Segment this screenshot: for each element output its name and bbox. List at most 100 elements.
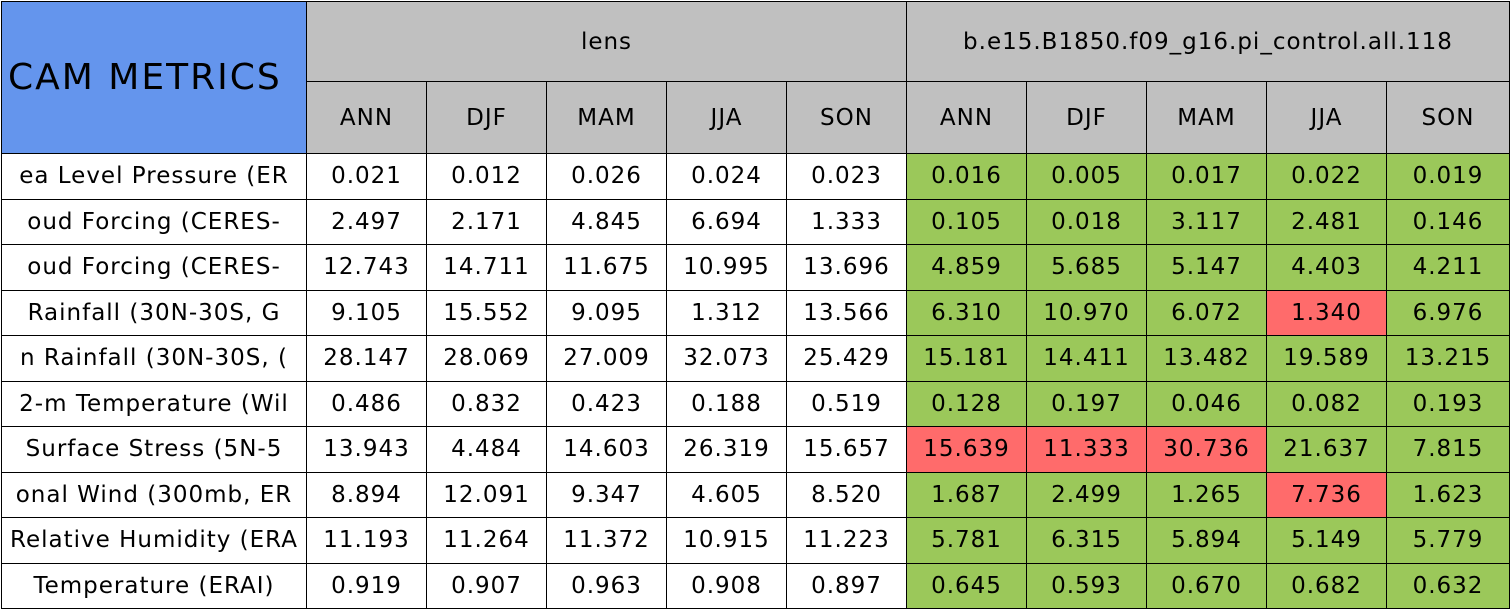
control-value: 30.736	[1146, 426, 1267, 473]
lens-value: 0.919	[306, 562, 427, 609]
control-value: 5.149	[1266, 517, 1387, 564]
lens-value: 26.319	[666, 426, 787, 473]
control-value: 7.815	[1386, 426, 1510, 473]
lens-value: 8.520	[786, 471, 907, 518]
lens-value: 0.832	[426, 380, 547, 427]
lens-value: 11.264	[426, 517, 547, 564]
control-value: 0.017	[1146, 153, 1267, 200]
control-value: 19.589	[1266, 335, 1387, 382]
lens-value: 28.069	[426, 335, 547, 382]
control-value: 6.976	[1386, 289, 1510, 336]
control-value: 7.736	[1266, 471, 1387, 518]
control-value: 1.265	[1146, 471, 1267, 518]
control-value: 11.333	[1026, 426, 1147, 473]
metric-label: oud Forcing (CERES-	[1, 198, 307, 245]
season-header: ANN	[306, 81, 427, 154]
lens-value: 0.021	[306, 153, 427, 200]
lens-value: 27.009	[546, 335, 667, 382]
metric-label: Rainfall (30N-30S, G	[1, 289, 307, 336]
control-value: 0.632	[1386, 562, 1510, 609]
lens-value: 14.603	[546, 426, 667, 473]
lens-value: 13.566	[786, 289, 907, 336]
metric-label: onal Wind (300mb, ER	[1, 471, 307, 518]
lens-value: 0.486	[306, 380, 427, 427]
control-value: 5.685	[1026, 244, 1147, 291]
table-row: Temperature (ERAI) 0.919 0.907 0.963 0.908 0.…	[1, 562, 1510, 609]
control-value: 15.181	[906, 335, 1027, 382]
lens-value: 13.943	[306, 426, 427, 473]
group-header: b.e15.B1850.f09_g16.pi_control.all.118	[906, 1, 1510, 82]
control-value: 0.005	[1026, 153, 1147, 200]
control-value: 13.215	[1386, 335, 1510, 382]
metric-label: oud Forcing (CERES-	[1, 244, 307, 291]
lens-value: 15.657	[786, 426, 907, 473]
table-row: oud Forcing (CERES- 2.497 2.171 4.845 6.694 1…	[1, 198, 1510, 245]
table-row: Rainfall (30N-30S, G 9.105 15.552 9.095 1.31…	[1, 289, 1510, 336]
lens-value: 10.915	[666, 517, 787, 564]
metric-label: Relative Humidity (ERA	[1, 517, 307, 564]
control-value: 0.193	[1386, 380, 1510, 427]
lens-value: 2.171	[426, 198, 547, 245]
season-header: SON	[786, 81, 907, 154]
lens-value: 9.095	[546, 289, 667, 336]
control-value: 2.499	[1026, 471, 1147, 518]
table-row: ANN DJF MAM JJA SON ANN DJF MAM JJA SON	[2, 81, 1510, 154]
control-value: 0.146	[1386, 198, 1510, 245]
lens-value: 0.963	[546, 562, 667, 609]
lens-value: 4.484	[426, 426, 547, 473]
season-header: JJA	[666, 81, 787, 154]
control-value: 0.082	[1266, 380, 1387, 427]
lens-value: 2.497	[306, 198, 427, 245]
season-header: MAM	[546, 81, 667, 154]
control-value: 15.639	[906, 426, 1027, 473]
lens-value: 9.105	[306, 289, 427, 336]
control-value: 2.481	[1266, 198, 1387, 245]
lens-value: 0.026	[546, 153, 667, 200]
table-title: CAM METRICS	[1, 1, 307, 154]
control-value: 4.211	[1386, 244, 1510, 291]
table-row: Relative Humidity (ERA 11.193 11.264 11.372…	[1, 517, 1510, 564]
metric-label: ea Level Pressure (ER	[1, 153, 307, 200]
control-value: 5.894	[1146, 517, 1267, 564]
season-header: ANN	[906, 81, 1027, 154]
lens-value: 8.894	[306, 471, 427, 518]
lens-value: 25.429	[786, 335, 907, 382]
control-value: 0.645	[906, 562, 1027, 609]
lens-value: 1.312	[666, 289, 787, 336]
control-value: 14.411	[1026, 335, 1147, 382]
lens-value: 14.711	[426, 244, 547, 291]
season-header: MAM	[1146, 81, 1267, 154]
control-value: 5.781	[906, 517, 1027, 564]
lens-value: 11.223	[786, 517, 907, 564]
lens-value: 0.023	[786, 153, 907, 200]
control-value: 0.016	[906, 153, 1027, 200]
control-value: 1.687	[906, 471, 1027, 518]
control-value: 0.682	[1266, 562, 1387, 609]
lens-value: 0.897	[786, 562, 907, 609]
lens-value: 15.552	[426, 289, 547, 336]
metric-label: 2-m Temperature (Wil	[1, 380, 307, 427]
table-row: 2-m Temperature (Wil 0.486 0.832 0.423 0.188…	[1, 380, 1510, 427]
lens-value: 11.193	[306, 517, 427, 564]
lens-value: 6.694	[666, 198, 787, 245]
lens-value: 0.012	[426, 153, 547, 200]
control-value: 0.105	[906, 198, 1027, 245]
lens-value: 0.024	[666, 153, 787, 200]
lens-value: 12.091	[426, 471, 547, 518]
control-value: 0.670	[1146, 562, 1267, 609]
lens-value: 0.188	[666, 380, 787, 427]
metric-label: Temperature (ERAI)	[1, 562, 307, 609]
control-value: 1.623	[1386, 471, 1510, 518]
lens-value: 12.743	[306, 244, 427, 291]
table-row: ea Level Pressure (ER 0.021 0.012 0.026 0.02…	[1, 153, 1510, 200]
lens-value: 0.908	[666, 562, 787, 609]
lens-value: 0.519	[786, 380, 907, 427]
lens-value: 0.907	[426, 562, 547, 609]
control-value: 0.018	[1026, 198, 1147, 245]
control-value: 0.128	[906, 380, 1027, 427]
control-value: 13.482	[1146, 335, 1267, 382]
control-value: 0.022	[1266, 153, 1387, 200]
lens-value: 11.372	[546, 517, 667, 564]
